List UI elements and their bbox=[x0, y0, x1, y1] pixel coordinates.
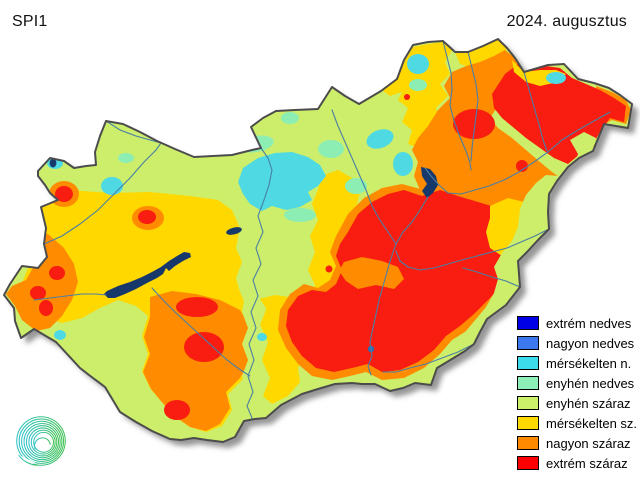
legend-label: enyhén nedves bbox=[546, 375, 635, 391]
legend-row: enyhén nedves bbox=[517, 373, 637, 393]
legend-label: mérsékelten sz. bbox=[546, 415, 638, 431]
legend-swatch-enyhen-szaraz bbox=[517, 396, 539, 410]
legend-label: extrém nedves bbox=[546, 315, 632, 331]
legend-row: enyhén száraz bbox=[517, 393, 637, 413]
legend-label: extrém száraz bbox=[546, 455, 628, 471]
legend-swatch-extrem-szaraz bbox=[517, 456, 539, 470]
river-zala bbox=[33, 293, 107, 301]
legend-row: mérsékelten sz. bbox=[517, 413, 637, 433]
legend-row: nagyon száraz bbox=[517, 433, 637, 453]
lake-balaton bbox=[104, 252, 191, 298]
river-mosoni-danube bbox=[105, 120, 162, 144]
hungaromet-spiral-logo-icon bbox=[13, 416, 66, 469]
zone-extremely-dry bbox=[30, 64, 626, 420]
map-date: 2024. augusztus bbox=[506, 13, 627, 30]
legend-row: mérsékelten n. bbox=[517, 353, 637, 373]
legend: extrém nedves nagyon nedves mérsékelten … bbox=[517, 313, 637, 473]
legend-swatch-nagyon-nedves bbox=[517, 336, 539, 350]
legend-swatch-mersekelten-nedves bbox=[517, 356, 539, 370]
lake-velence bbox=[226, 227, 242, 235]
river-tisza-upper bbox=[424, 111, 611, 195]
river-bodrog bbox=[523, 71, 548, 152]
map-index-title: SPI1 bbox=[12, 13, 48, 30]
legend-swatch-mersekelten-szaraz bbox=[517, 416, 539, 430]
river-maros bbox=[382, 343, 475, 373]
legend-swatch-extrem-nedves bbox=[517, 316, 539, 330]
lake-ferto bbox=[49, 158, 57, 168]
river-raba bbox=[43, 142, 162, 245]
legend-label: mérsékelten n. bbox=[546, 355, 632, 371]
river-koros bbox=[395, 228, 550, 271]
rivers bbox=[33, 40, 611, 429]
river-danube bbox=[246, 147, 273, 429]
country-border bbox=[3, 38, 633, 443]
lakes bbox=[49, 158, 438, 298]
legend-row: extrém száraz bbox=[517, 453, 637, 473]
legend-swatch-nagyon-szaraz bbox=[517, 436, 539, 450]
legend-label: enyhén száraz bbox=[546, 395, 631, 411]
legend-label: nagyon nedves bbox=[546, 335, 635, 351]
river-zagyva bbox=[331, 109, 397, 245]
legend-swatch-enyhen-nedves bbox=[517, 376, 539, 390]
legend-label: nagyon száraz bbox=[546, 435, 631, 451]
river-koros-branch bbox=[462, 267, 521, 288]
river-sajo bbox=[442, 40, 472, 171]
legend-row: nagyon nedves bbox=[517, 333, 637, 353]
river-sio bbox=[151, 287, 251, 377]
legend-row: extrém nedves bbox=[517, 313, 637, 333]
river-hernad bbox=[467, 51, 479, 162]
lake-tisza bbox=[421, 167, 438, 198]
river-tisza-lower bbox=[367, 196, 429, 376]
